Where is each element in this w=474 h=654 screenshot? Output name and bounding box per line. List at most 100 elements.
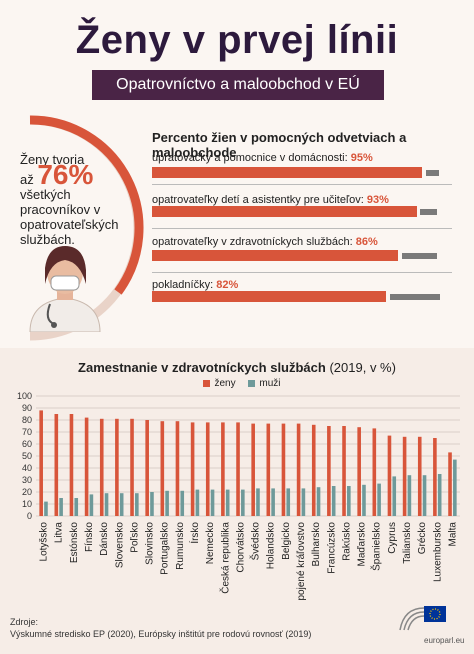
bar-men [89,494,94,516]
subtitle-banner: Opatrovníctvo a maloobchod v EÚ [92,70,384,100]
bar-men [135,493,139,516]
bar-men [225,489,230,516]
x-tick-label: Česká republika [218,522,231,594]
y-tick-label: 50 [22,451,32,461]
occupation-value: 82% [216,279,239,291]
occupation-bar [152,167,422,178]
bar-women [175,421,180,516]
bar-men [392,476,397,516]
bar-women [190,422,195,516]
occupation-bar [152,250,398,261]
europarl-url: europarl.eu [424,636,465,645]
bar-men [437,474,442,516]
x-tick-label: Estónsko [69,522,80,564]
bar-women [357,427,361,516]
legend-swatch-men [248,379,256,387]
occupation-bar-rest [390,294,440,300]
bar-women [115,418,119,516]
occupation-value: 93% [366,194,389,206]
bar-women [311,424,316,516]
bar-women [39,410,43,516]
occupation-bar [152,206,417,217]
occupation-value: 86% [355,236,378,248]
occupations-title: Percento žien v pomocných odvetviach a m… [152,130,407,160]
bar-men [286,488,291,516]
x-tick-label: Bulharsko [311,522,322,567]
bar-women [99,418,104,516]
bar-men [241,489,245,516]
source-block: Zdroje: Výskumné stredisko EP (2020), Eu… [10,616,311,640]
bar-women [69,414,74,516]
bar-women [130,418,134,516]
occupation-bar-rest [420,209,437,215]
bar-men [347,486,351,516]
bar-women [145,420,149,516]
bar-men [316,487,321,516]
x-tick-label: Nemecko [205,522,216,565]
x-tick-label: Švédsko [249,522,262,561]
occupation-row: opatrovateľky detí a asistentky pre učit… [152,194,452,229]
occupation-label: upratovačky a pomocnice v domácnosti: [152,152,348,164]
y-tick-label: 100 [17,391,32,401]
bar-women [448,452,452,516]
bar-women [417,436,422,516]
bar-women [387,435,392,516]
bar-women [251,423,255,516]
occupation-label-row: opatrovateľky detí a asistentky pre učit… [152,194,452,206]
x-tick-label: Poľsko [129,522,140,553]
x-tick-label: Holandsko [266,522,277,570]
source-text: Výskumné stredisko EP (2020), Európsky i… [10,629,312,639]
bar-women [266,423,271,516]
bar-women [54,414,59,516]
chart-legend: ženy muži [0,378,474,389]
bar-men [256,488,260,516]
occupation-row: opatrovateľky v zdravotníckych službách:… [152,236,452,273]
arc-fill [29,115,144,295]
x-tick-label: Slovensko [114,522,125,569]
x-tick-label: Cyprus [387,522,398,554]
legend-swatch-women [203,379,211,387]
bar-women [372,428,377,516]
bar-women [342,426,346,516]
chart-title: Zamestnanie v zdravotníckych službách (2… [0,360,474,375]
y-tick-label: 90 [22,403,32,413]
bar-women [327,426,331,516]
nurse-illustration-icon [29,246,101,332]
bar-women [296,423,301,516]
divider [152,184,452,185]
occupation-label: opatrovateľky v zdravotníckych službách: [152,236,353,248]
divider [152,228,452,229]
bar-men [453,459,457,516]
x-tick-label: Chorvátsko [235,522,246,573]
y-tick-label: 70 [22,427,32,437]
occupation-bar-rest [426,170,439,176]
page-title: Ženy v prvej línii [75,18,399,62]
european-parliament-logo-icon [399,606,446,631]
bar-men [407,475,412,516]
bar-men [59,498,63,516]
occupation-bar [152,291,386,302]
divider [152,272,452,273]
y-tick-label: 10 [22,499,32,509]
bar-women [433,438,437,516]
y-tick-label: 0 [27,511,32,521]
occupation-row: pokladníčky: 82% [152,279,452,302]
y-tick-label: 30 [22,475,32,485]
highlight-value: 76% [37,159,94,190]
bar-men [150,492,154,516]
x-tick-label: Spojené kráľovstvo [296,522,307,600]
highlight-line2: všetkých pracovníkov v opatrovateľských … [20,187,119,247]
bar-women [84,417,89,516]
y-tick-label: 40 [22,463,32,473]
y-tick-label: 60 [22,439,32,449]
x-tick-label: Portugalsko [160,522,171,575]
occupation-value: 95% [350,152,373,164]
occupation-label: opatrovateľky detí a asistentky pre učit… [152,194,364,206]
bar-men [44,501,48,516]
highlight-value-row: až 76% [20,161,130,189]
chart-title-main: Zamestnanie v zdravotníckych službách [78,360,326,375]
bar-men [104,493,109,516]
y-tick-label: 20 [22,487,32,497]
bar-men [119,493,124,516]
x-tick-label: Luxembursko [432,522,443,582]
